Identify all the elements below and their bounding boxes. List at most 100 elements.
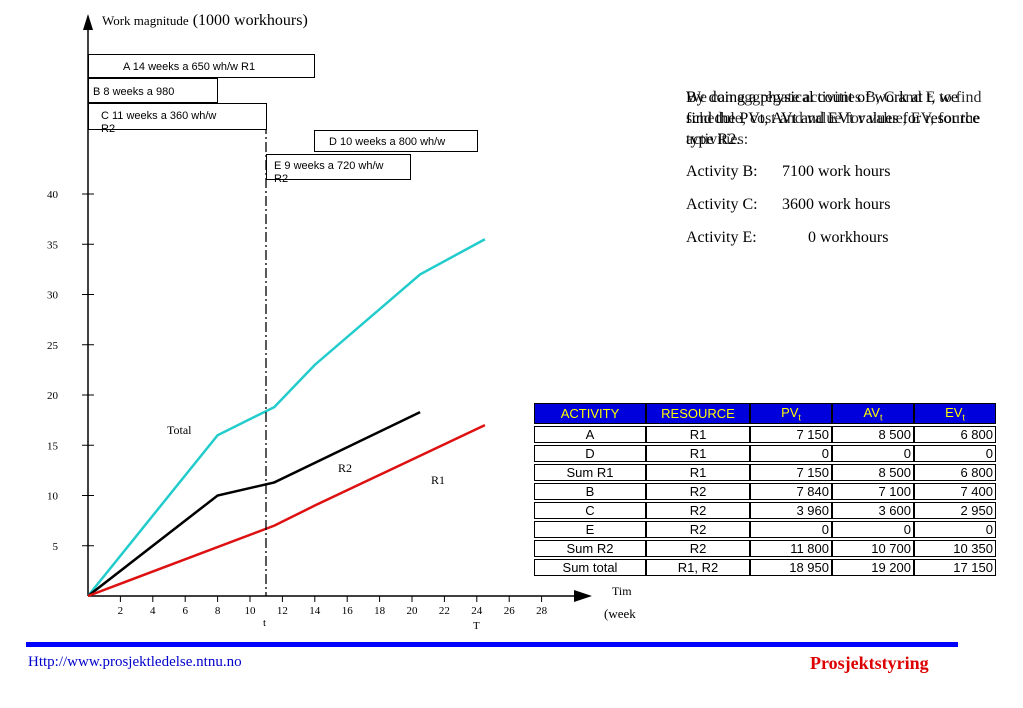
table-cell: C	[534, 502, 646, 519]
y-axis-arrow	[83, 14, 93, 30]
x-tick-label: 2	[118, 605, 124, 617]
table-header-row: ACTIVITY RESOURCE PVt AVt EVt	[534, 403, 996, 424]
table-cell: 0	[750, 445, 832, 462]
table-cell: 18 950	[750, 559, 832, 576]
activity-e-line: Activity E: 0 workhours	[686, 229, 889, 246]
series-label-r2: R2	[338, 461, 352, 475]
table-cell: 6 800	[914, 426, 996, 443]
x-axis-arrow	[574, 590, 592, 602]
x-tick-label: 26	[504, 605, 516, 617]
table-cell: 2 950	[914, 502, 996, 519]
footer-url-link[interactable]: Http://www.prosjektledelse.ntnu.no	[28, 654, 242, 670]
table-cell: R2	[646, 483, 750, 500]
col-av: AVt	[832, 403, 914, 424]
y-tick-label: 20	[47, 390, 59, 402]
table-cell: 3 600	[832, 502, 914, 519]
activity-bar-b: B 8 weeks a 980	[88, 78, 218, 103]
x-tick-label: 22	[439, 605, 450, 617]
table-cell: R1	[646, 445, 750, 462]
table-cell: 0	[914, 521, 996, 538]
series-line-total	[87, 238, 486, 597]
table-cell: Sum R2	[534, 540, 646, 557]
x-tick-label: 28	[536, 605, 548, 617]
table-cell: Sum R1	[534, 464, 646, 481]
table-cell: 8 500	[832, 464, 914, 481]
table-cell: 10 350	[914, 540, 996, 557]
explanation-text-1: By doing a physical count of work at t, …	[686, 89, 980, 148]
table-cell: 7 150	[750, 464, 832, 481]
x-tick-label: 24	[471, 605, 483, 617]
table-cell: R1	[646, 464, 750, 481]
col-ev: EVt	[914, 403, 996, 424]
y-axis-title: Work magnitude (1000 workhours)	[102, 12, 308, 29]
table-row: D R1 0 0 0	[534, 445, 996, 462]
x-tick-label: 10	[245, 605, 257, 617]
activity-bar-a: A 14 weeks a 650 wh/w R1	[88, 54, 315, 78]
table-cell: E	[534, 521, 646, 538]
y-tick-label: 35	[47, 239, 59, 251]
table-row: E R2 0 0 0	[534, 521, 996, 538]
table-cell: R1, R2	[646, 559, 750, 576]
col-pv: PVt	[750, 403, 832, 424]
table-row: Sum R2 R2 11 800 10 700 10 350	[534, 540, 996, 557]
table-row: Sum R1 R1 7 150 8 500 6 800	[534, 464, 996, 481]
t-marker-label: t	[263, 617, 266, 629]
series-line-r1	[87, 424, 486, 598]
x-axis-title: Tim	[612, 584, 632, 598]
x-tick-label: 20	[407, 605, 419, 617]
table-cell: 0	[750, 521, 832, 538]
table-cell: 7 400	[914, 483, 996, 500]
activity-c-line: Activity C: 3600 work hours	[686, 196, 891, 213]
table-cell: 0	[914, 445, 996, 462]
col-resource: RESOURCE	[646, 403, 750, 424]
x-tick-label: 6	[182, 605, 188, 617]
activity-bar-e: E 9 weeks a 720 wh/w R2	[266, 154, 411, 185]
x-axis-unit: (week	[604, 606, 636, 621]
table-cell: 0	[832, 445, 914, 462]
table-cell: 17 150	[914, 559, 996, 576]
table-cell: Sum total	[534, 559, 646, 576]
footer-brand: Prosjektstyring	[810, 653, 929, 673]
earned-value-table: ACTIVITY RESOURCE PVt AVt EVt A R1 7 150 8 …	[534, 401, 996, 578]
T-marker-label: T	[473, 620, 480, 632]
activity-bar-d: D 10 weeks a 800 wh/w	[314, 130, 478, 152]
table-cell: R2	[646, 540, 750, 557]
x-tick-label: 8	[215, 605, 221, 617]
y-tick-label: 25	[47, 340, 59, 352]
x-tick-label: 16	[342, 605, 354, 617]
x-tick-label: 4	[150, 605, 156, 617]
table-cell: 7 100	[832, 483, 914, 500]
table-cell: 11 800	[750, 540, 832, 557]
footer-divider	[26, 642, 958, 647]
table-cell: 7 150	[750, 426, 832, 443]
col-activity: ACTIVITY	[534, 403, 646, 424]
activity-b-line: Activity B: 7100 work hours	[686, 163, 891, 180]
table-cell: 8 500	[832, 426, 914, 443]
series-label-total: Total	[167, 423, 192, 437]
x-tick-label: 14	[309, 605, 321, 617]
series-line-r2	[87, 410, 421, 597]
y-tick-label: 30	[47, 290, 59, 302]
table-cell: 19 200	[832, 559, 914, 576]
y-tick-label: 10	[47, 491, 59, 503]
table-cell: 10 700	[832, 540, 914, 557]
table-cell: R2	[646, 521, 750, 538]
table-cell: 6 800	[914, 464, 996, 481]
table-row: A R1 7 150 8 500 6 800	[534, 426, 996, 443]
table-cell: R1	[646, 426, 750, 443]
table-cell: 0	[832, 521, 914, 538]
table-row: B R2 7 840 7 100 7 400	[534, 483, 996, 500]
x-tick-label: 12	[277, 605, 288, 617]
series-label-r1: R1	[431, 473, 445, 487]
table-cell: B	[534, 483, 646, 500]
table-cell: A	[534, 426, 646, 443]
table-cell: 7 840	[750, 483, 832, 500]
table-row: C R2 3 960 3 600 2 950	[534, 502, 996, 519]
y-tick-label: 5	[53, 541, 59, 553]
y-tick-label: 40	[47, 189, 59, 201]
table-row: Sum total R1, R2 18 950 19 200 17 150	[534, 559, 996, 576]
x-tick-label: 18	[374, 605, 386, 617]
activity-bar-c: C 11 weeks a 360 wh/w R2	[88, 103, 267, 135]
y-tick-label: 15	[47, 440, 59, 452]
